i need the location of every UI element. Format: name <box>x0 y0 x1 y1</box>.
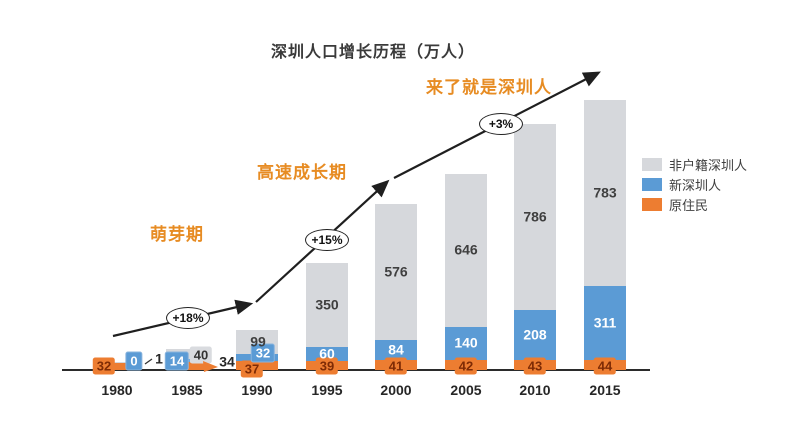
value-label-new-2000: 84 <box>388 341 404 358</box>
growth-callout-1: +18% <box>166 307 210 329</box>
legend-item-3: 原住民 <box>642 197 747 213</box>
legend-label: 新深圳人 <box>669 177 722 193</box>
x-axis-label-1980: 1980 <box>101 382 133 398</box>
chart-title: 深圳人口增长历程（万人） <box>270 44 476 61</box>
x-axis-label-1985: 1985 <box>171 382 203 398</box>
value-label-origin-2005: 42 <box>454 357 478 375</box>
value-label-new-1980: 0 <box>125 351 143 371</box>
value-label-origin-2000: 41 <box>384 357 408 375</box>
value-label-origin-2010: 43 <box>523 357 547 375</box>
bar-segment-new-shenzhener-2010 <box>514 310 556 360</box>
x-axis-line <box>62 369 650 371</box>
value-label-new-1985: 14 <box>164 351 190 371</box>
phase-label-2: 高速成长期 <box>257 163 347 182</box>
bar-segment-new-shenzhener-2005 <box>445 326 487 361</box>
legend-swatch-icon <box>642 157 662 171</box>
bar-segment-new-shenzhener-2000 <box>375 340 417 361</box>
value-label-nonreg-1985: 40 <box>189 346 213 364</box>
phase-label-3: 来了就是深圳人 <box>426 78 552 97</box>
growth-callout-3: +3% <box>479 113 523 135</box>
value-label-origin-2015: 44 <box>593 357 617 375</box>
bar-segment-non-registered-2015 <box>584 100 626 286</box>
value-label-new-2010: 208 <box>523 326 547 343</box>
legend: 非户籍深圳人 新深圳人原住民 <box>642 157 747 217</box>
legend-swatch-icon <box>642 177 662 191</box>
bar-segment-origin-1980 <box>96 362 138 370</box>
value-label-origin-1985: 34 <box>219 353 235 370</box>
legend-swatch-icon <box>642 197 662 211</box>
value-label-nonreg-1995: 350 <box>315 296 339 313</box>
value-label-origin-1990: 37 <box>240 360 264 378</box>
value-label-new-2015: 311 <box>593 314 617 331</box>
value-label-nonreg-1980: 1 <box>155 350 163 367</box>
legend-label: 非户籍深圳人 <box>669 157 748 173</box>
bar-segment-non-registered-2005 <box>445 173 487 327</box>
leader-line <box>144 358 153 365</box>
value-label-new-1995: 60 <box>319 345 335 362</box>
legend-item-2: 新深圳人 <box>642 177 747 193</box>
value-label-nonreg-2010: 786 <box>523 208 547 225</box>
x-axis-label-2010: 2010 <box>519 382 551 398</box>
value-label-nonreg-2005: 646 <box>454 241 478 258</box>
value-label-new-1990: 32 <box>250 343 276 363</box>
leader-arrow-icon <box>203 361 218 372</box>
bar-segment-non-registered-2000 <box>375 203 417 341</box>
legend-item-1: 非户籍深圳人 <box>642 157 748 173</box>
bar-segment-new-shenzhener-2015 <box>584 285 626 360</box>
x-axis-label-2005: 2005 <box>450 382 482 398</box>
phase-label-1: 萌芽期 <box>150 225 204 244</box>
legend-label: 原住民 <box>669 197 709 213</box>
bar-segment-new-shenzhener-1995 <box>306 346 348 361</box>
value-label-origin-1995: 39 <box>315 357 339 375</box>
bar-segment-non-registered-1995 <box>306 263 348 347</box>
bar-segment-non-registered-2010 <box>514 124 556 311</box>
x-axis-label-1995: 1995 <box>311 382 343 398</box>
value-label-origin-1980: 32 <box>92 357 116 375</box>
value-label-nonreg-2015: 783 <box>593 184 617 201</box>
value-label-nonreg-1990: 99 <box>250 333 266 350</box>
x-axis-label-2015: 2015 <box>589 382 621 398</box>
growth-callout-2: +15% <box>305 229 349 251</box>
x-axis-label-1990: 1990 <box>241 382 273 398</box>
value-label-new-2005: 140 <box>454 334 478 351</box>
value-label-nonreg-2000: 576 <box>384 263 408 280</box>
x-axis-label-2000: 2000 <box>380 382 412 398</box>
